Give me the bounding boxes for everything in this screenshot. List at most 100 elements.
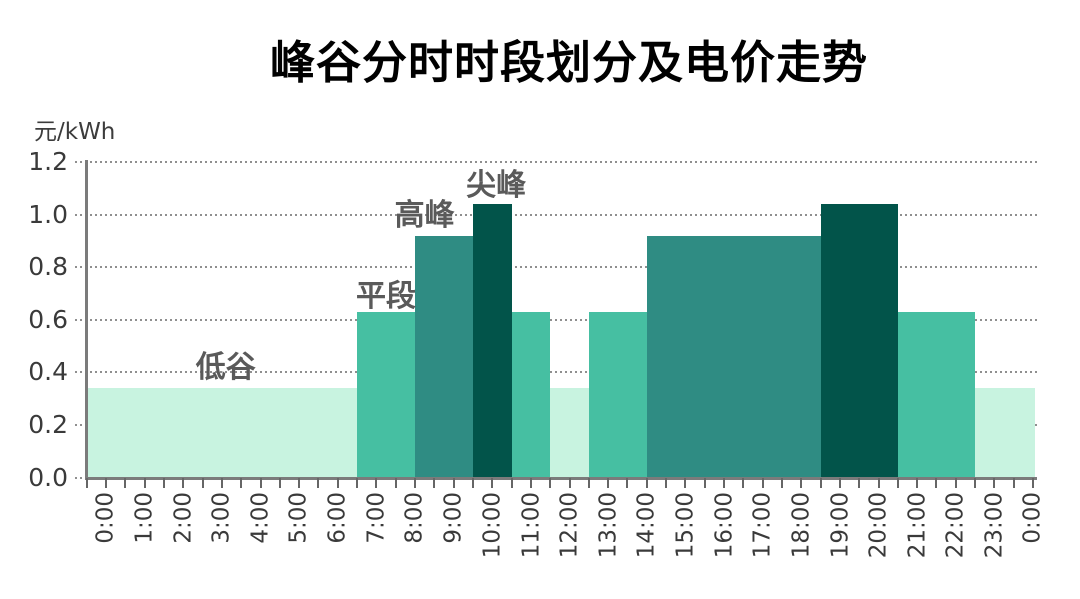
bar-segment-peak xyxy=(415,235,473,478)
x-tick-label: 12:00 xyxy=(556,492,583,559)
bar-segment-peak xyxy=(646,235,821,478)
x-minor-tick xyxy=(587,478,590,488)
x-minor-tick xyxy=(201,478,204,488)
x-tick-label: 1:00 xyxy=(131,492,158,544)
x-tick-label: 23:00 xyxy=(981,492,1008,559)
x-minor-tick xyxy=(780,478,783,488)
x-minor-tick xyxy=(375,478,378,488)
x-minor-tick xyxy=(568,478,571,488)
bar-segment-flat xyxy=(357,311,415,478)
x-minor-tick xyxy=(993,478,996,488)
x-tick-label: 19:00 xyxy=(826,492,853,559)
gridline xyxy=(75,476,86,479)
gridline xyxy=(75,266,1037,269)
x-minor-tick xyxy=(278,478,281,488)
y-tick-label: 0.6 xyxy=(28,304,68,334)
x-minor-tick xyxy=(954,478,957,488)
y-tick-label: 0.8 xyxy=(28,252,68,282)
x-minor-tick xyxy=(220,478,223,488)
x-tick-label: 2:00 xyxy=(170,492,197,544)
x-minor-tick xyxy=(684,478,687,488)
bar-segment-flat xyxy=(897,311,976,478)
x-tick-label: 15:00 xyxy=(672,492,699,559)
x-tick-label: 10:00 xyxy=(479,492,506,559)
x-minor-tick xyxy=(838,478,841,488)
x-tick-label: 14:00 xyxy=(633,492,660,559)
x-minor-tick xyxy=(703,478,706,488)
x-tick-label: 6:00 xyxy=(324,492,351,544)
x-minor-tick xyxy=(298,478,301,488)
x-minor-tick xyxy=(877,478,880,488)
x-minor-tick xyxy=(85,478,88,488)
x-minor-tick xyxy=(414,478,416,488)
x-minor-tick xyxy=(143,478,146,488)
x-minor-tick xyxy=(336,478,339,488)
x-minor-tick xyxy=(317,478,320,488)
chart-title: 峰谷分时时段划分及电价走势 xyxy=(269,36,868,89)
x-minor-tick xyxy=(452,478,455,488)
x-tick-label: 16:00 xyxy=(711,492,737,559)
x-minor-tick xyxy=(1012,478,1015,488)
x-tick-label: 4:00 xyxy=(247,492,274,544)
x-minor-tick xyxy=(819,478,822,488)
x-minor-tick xyxy=(529,478,532,488)
x-minor-tick xyxy=(761,478,764,488)
x-minor-tick xyxy=(607,478,610,488)
x-minor-tick xyxy=(433,478,436,488)
x-minor-tick xyxy=(124,478,127,488)
x-tick-label: 0:00 xyxy=(1020,492,1046,544)
x-minor-tick xyxy=(356,478,359,488)
x-axis-line xyxy=(86,477,1037,480)
x-minor-tick xyxy=(105,478,107,488)
bar-segment-flat xyxy=(588,311,647,478)
x-minor-tick xyxy=(182,478,185,488)
x-tick-label: 20:00 xyxy=(865,492,892,559)
x-tick-label: 5:00 xyxy=(286,492,313,544)
x-tick-label: 18:00 xyxy=(788,492,815,559)
x-tick-label: 8:00 xyxy=(402,492,428,544)
x-minor-tick xyxy=(162,478,165,488)
bar-segment-sharp-peak xyxy=(472,204,512,478)
price-level-label: 高峰 xyxy=(394,197,455,233)
x-tick-label: 7:00 xyxy=(363,492,390,544)
x-tick-label: 0:00 xyxy=(93,492,119,544)
x-tick-label: 11:00 xyxy=(517,492,544,559)
x-minor-tick xyxy=(723,478,725,488)
y-tick-label: 0.0 xyxy=(28,462,68,492)
x-minor-tick xyxy=(240,478,243,488)
gridline xyxy=(75,318,1037,321)
price-level-label: 低谷 xyxy=(195,350,256,386)
y-axis-line xyxy=(85,160,88,480)
x-minor-tick xyxy=(510,478,513,488)
x-minor-tick xyxy=(259,478,262,488)
x-minor-tick xyxy=(896,478,899,488)
x-minor-tick xyxy=(1032,478,1034,488)
x-tick-label: 21:00 xyxy=(904,492,931,559)
price-level-label: 平段 xyxy=(356,279,417,315)
x-minor-tick xyxy=(645,478,648,488)
gridline xyxy=(75,161,1037,163)
x-minor-tick xyxy=(549,478,552,488)
x-minor-tick xyxy=(742,478,745,488)
x-minor-tick xyxy=(858,478,861,488)
x-tick-label: 3:00 xyxy=(208,492,235,544)
x-minor-tick xyxy=(974,478,977,488)
x-minor-tick xyxy=(471,478,474,488)
gridline xyxy=(75,371,1037,374)
gridline xyxy=(75,213,1037,216)
x-tick-label: 9:00 xyxy=(440,492,467,544)
x-minor-tick xyxy=(394,478,397,488)
x-tick-label: 22:00 xyxy=(942,492,969,559)
x-tick-label: 13:00 xyxy=(595,492,622,559)
y-tick-label: 1.2 xyxy=(28,147,68,176)
x-minor-tick xyxy=(626,478,629,488)
x-minor-tick xyxy=(800,478,803,488)
y-tick-label: 0.4 xyxy=(28,357,68,387)
x-minor-tick xyxy=(491,478,494,488)
bar-segment-sharp-peak xyxy=(820,204,898,478)
price-level-label: 尖峰 xyxy=(466,167,527,203)
x-tick-label: 17:00 xyxy=(749,492,776,559)
x-minor-tick xyxy=(665,478,668,488)
x-minor-tick xyxy=(916,478,919,488)
